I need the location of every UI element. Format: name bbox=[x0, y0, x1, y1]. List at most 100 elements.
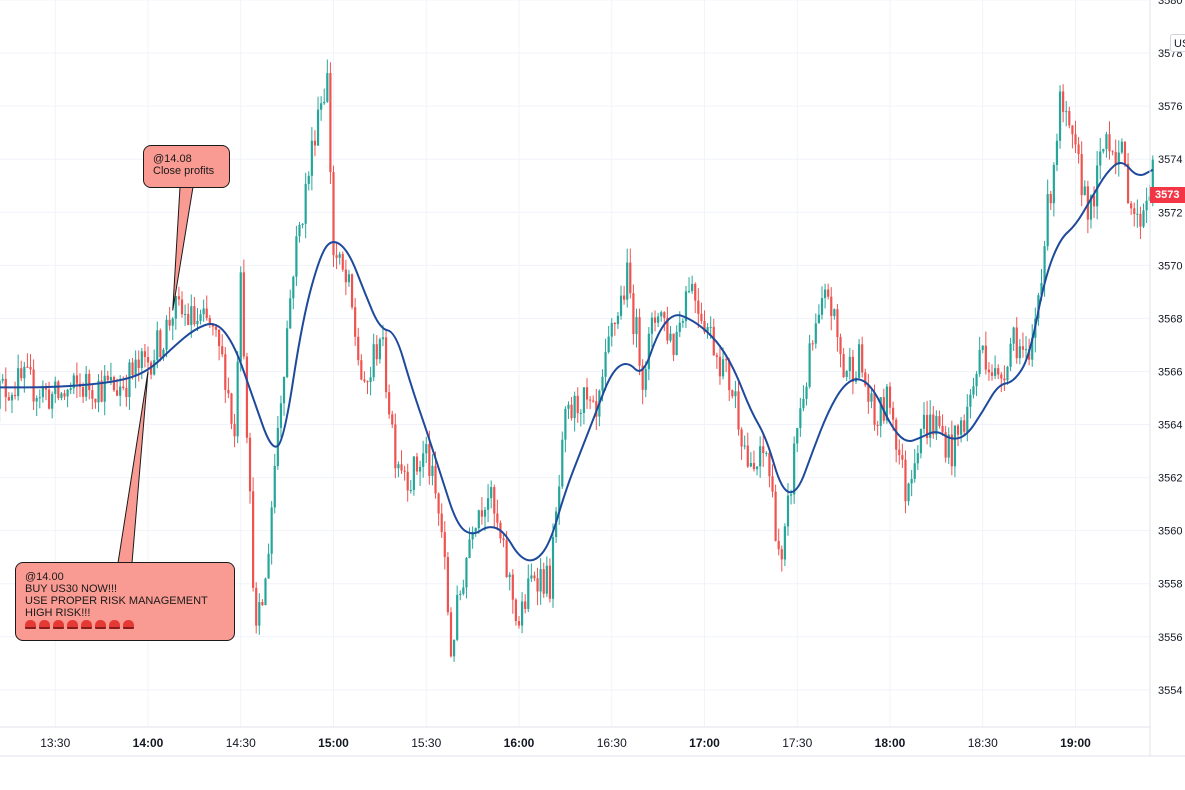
candle-body bbox=[347, 274, 351, 283]
candle-body bbox=[984, 345, 987, 370]
candle-body bbox=[1133, 208, 1136, 215]
candle-body bbox=[97, 380, 100, 403]
candle-body bbox=[623, 295, 626, 300]
candle-body bbox=[381, 337, 385, 340]
candle-body bbox=[771, 476, 774, 492]
candle-body bbox=[873, 393, 876, 425]
candle-body bbox=[687, 291, 691, 293]
candle-body bbox=[286, 328, 289, 377]
note-line: USE PROPER RISK MANAGEMENT bbox=[25, 595, 208, 607]
candle-body bbox=[332, 172, 335, 256]
candle-body bbox=[456, 594, 459, 640]
price-axis[interactable]: 3554 3556 3558 3560 3562 3564 3566 3568 3570 3572… bbox=[1158, 0, 1182, 697]
candle-body bbox=[236, 361, 239, 437]
candle-body bbox=[718, 356, 722, 377]
candle-body bbox=[63, 393, 66, 397]
candle-body bbox=[663, 312, 666, 318]
candle-body bbox=[802, 398, 805, 409]
candle-body bbox=[684, 291, 688, 322]
candle-body bbox=[338, 254, 341, 258]
candle-body bbox=[793, 443, 796, 495]
candle-body bbox=[480, 510, 483, 517]
candle-body bbox=[1151, 159, 1154, 197]
candle-body bbox=[477, 510, 480, 529]
moving-average-line bbox=[0, 162, 1154, 562]
candle-body bbox=[697, 300, 700, 314]
candle-body bbox=[143, 351, 147, 358]
candle-body bbox=[709, 326, 712, 328]
candle-body bbox=[567, 404, 570, 409]
candle-body bbox=[935, 416, 938, 435]
candle-body bbox=[221, 346, 224, 355]
candle-body bbox=[833, 309, 836, 316]
candle-body bbox=[706, 327, 709, 332]
candle-body bbox=[66, 389, 69, 397]
candle-body bbox=[443, 532, 446, 558]
candle-body bbox=[115, 390, 119, 396]
siren-icon bbox=[109, 620, 120, 629]
buy-signal-note[interactable]: @14.00 BUY US30 NOW!!! USE PROPER RISK M… bbox=[15, 562, 235, 641]
candle-body bbox=[298, 224, 301, 237]
candle-body bbox=[592, 400, 595, 402]
close-profits-note[interactable]: @14.08 Close profits bbox=[143, 145, 230, 188]
candle-body bbox=[845, 371, 848, 377]
candle-body bbox=[830, 296, 833, 316]
time-axis[interactable]: 13:30 14:00 14:30 15:00 15:30 16:00 16:30 17:00… bbox=[40, 736, 1091, 750]
candle-body bbox=[202, 308, 205, 315]
candle-body bbox=[193, 306, 196, 325]
candle-body bbox=[910, 478, 913, 484]
candle-body bbox=[1049, 193, 1052, 204]
candle-body bbox=[1111, 151, 1114, 153]
candle-body bbox=[533, 575, 536, 579]
candle-body bbox=[653, 317, 657, 323]
candle-body bbox=[626, 262, 629, 300]
candle-body bbox=[323, 101, 326, 104]
candle-body bbox=[641, 365, 644, 390]
candle-body bbox=[372, 344, 375, 378]
candle-body bbox=[607, 336, 610, 353]
candle-body bbox=[508, 574, 511, 578]
candle-body bbox=[1102, 148, 1105, 152]
candle-body bbox=[1009, 343, 1012, 367]
price-tick-label: 3580 bbox=[1158, 0, 1182, 7]
candle-body bbox=[879, 397, 882, 426]
candle-body bbox=[474, 528, 477, 533]
candle-body bbox=[350, 274, 354, 308]
candle-body bbox=[966, 406, 969, 432]
candle-body bbox=[47, 389, 51, 409]
candle-body bbox=[548, 565, 552, 599]
candle-body bbox=[1031, 337, 1034, 360]
candle-body bbox=[26, 366, 29, 368]
candle-body bbox=[604, 352, 607, 377]
candle-body bbox=[675, 331, 678, 355]
candle-body bbox=[901, 455, 904, 460]
candle-body bbox=[137, 359, 140, 368]
candle-body bbox=[573, 395, 576, 419]
candle-body bbox=[388, 392, 391, 415]
candle-body bbox=[165, 319, 168, 350]
candle-body bbox=[20, 368, 23, 379]
candle-body bbox=[783, 526, 786, 560]
candle-body bbox=[94, 398, 97, 403]
candle-body bbox=[759, 446, 762, 467]
candle-body bbox=[929, 414, 932, 438]
candle-body bbox=[255, 587, 258, 626]
candle-body bbox=[589, 399, 592, 401]
candle-body bbox=[462, 587, 465, 594]
candle-body bbox=[891, 407, 895, 420]
candle-body bbox=[947, 434, 950, 458]
candle-body bbox=[29, 366, 32, 370]
candle-body bbox=[1, 378, 4, 381]
candle-body bbox=[530, 575, 533, 579]
candle-body bbox=[944, 432, 947, 458]
candle-body bbox=[851, 356, 854, 382]
candle-body bbox=[1046, 193, 1049, 247]
candle-body bbox=[1145, 200, 1148, 211]
time-tick-label: 17:00 bbox=[689, 736, 720, 750]
candle-body bbox=[459, 593, 462, 595]
candle-body bbox=[635, 317, 638, 335]
candle-body bbox=[1136, 213, 1139, 215]
candle-body bbox=[440, 513, 443, 533]
candle-body bbox=[524, 601, 527, 609]
